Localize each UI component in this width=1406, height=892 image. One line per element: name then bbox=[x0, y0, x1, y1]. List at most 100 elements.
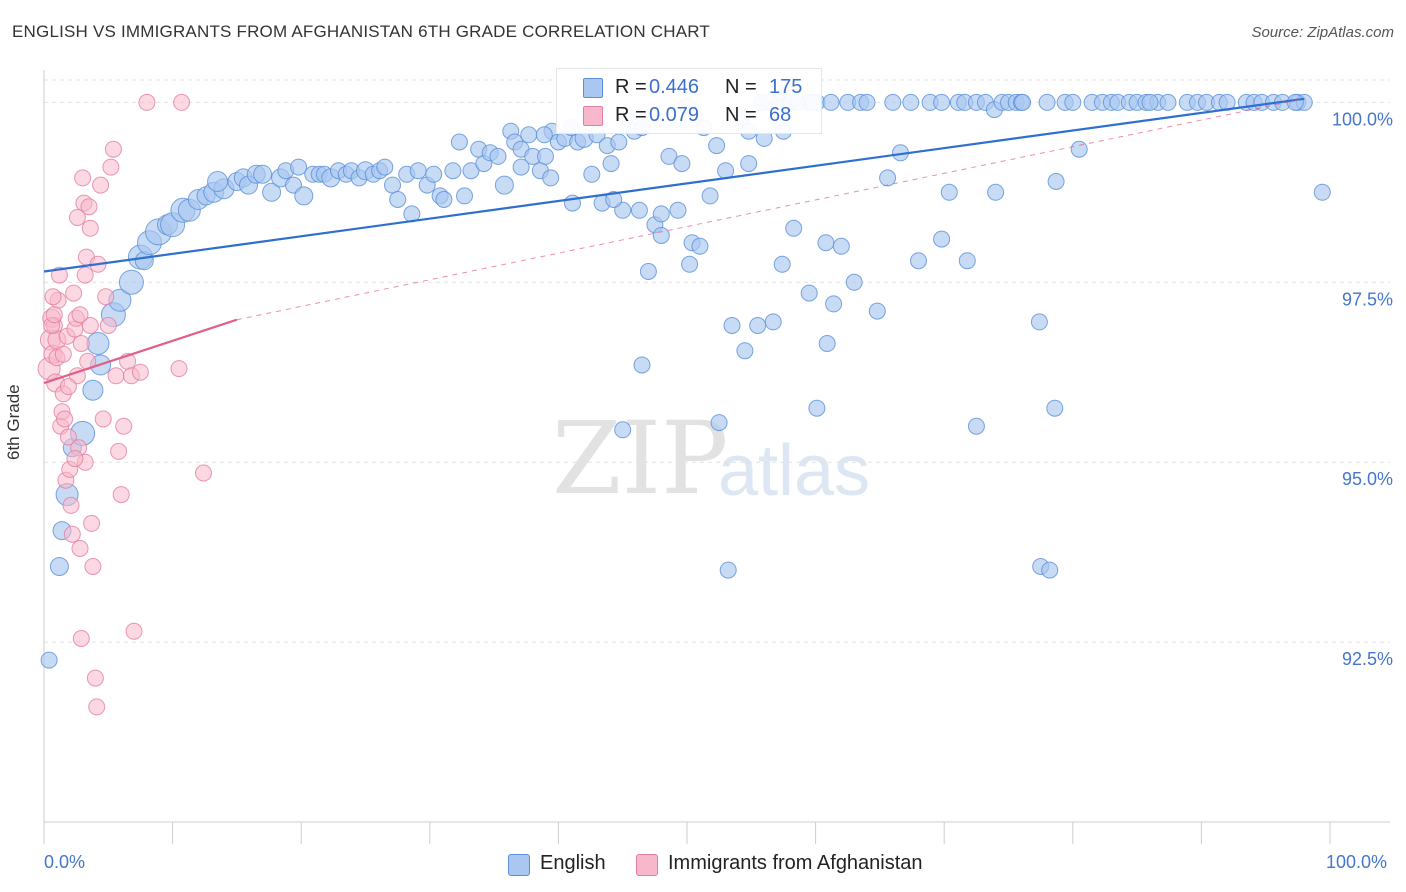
y-tick-label: 97.5% bbox=[1342, 289, 1393, 309]
afghan-point bbox=[83, 514, 101, 532]
english-point bbox=[82, 379, 104, 401]
english-point bbox=[1041, 561, 1059, 579]
afghan-point bbox=[50, 266, 68, 284]
legend-row-afghan: R = 0.079 N = 68 bbox=[557, 101, 821, 129]
afghan-point bbox=[74, 169, 92, 187]
english-point bbox=[583, 165, 601, 183]
x-axis-max-label: 100.0% bbox=[1326, 852, 1388, 872]
english-point bbox=[489, 147, 507, 165]
english-point bbox=[652, 205, 670, 223]
english-point bbox=[681, 255, 699, 273]
english-point bbox=[207, 171, 229, 192]
english-point bbox=[1014, 93, 1032, 111]
english-point bbox=[1047, 173, 1065, 190]
afghan-point bbox=[84, 558, 102, 575]
afghan-point bbox=[62, 496, 80, 514]
afghan-point bbox=[110, 442, 128, 460]
watermark-zip: ZIP bbox=[552, 400, 729, 517]
english-point bbox=[633, 356, 651, 374]
english-point bbox=[736, 342, 754, 360]
bottom-legend-english: English bbox=[540, 852, 606, 874]
afghan-point bbox=[138, 93, 156, 111]
legend-swatch-english bbox=[583, 78, 603, 98]
english-point bbox=[494, 175, 514, 195]
english-point bbox=[691, 237, 709, 255]
english-point bbox=[701, 187, 719, 205]
english-point bbox=[673, 155, 691, 173]
english-point bbox=[800, 284, 818, 302]
english-point bbox=[740, 155, 758, 173]
afghan-point bbox=[59, 378, 77, 396]
english-point bbox=[719, 561, 737, 579]
english-point bbox=[652, 227, 670, 244]
afghan-point bbox=[92, 176, 110, 194]
english-point bbox=[884, 93, 902, 111]
afghan-point bbox=[71, 306, 89, 324]
bottom-legend-afghan: Immigrants from Afghanistan bbox=[668, 852, 923, 874]
english-point bbox=[602, 155, 620, 173]
afghan-point bbox=[125, 622, 143, 640]
english-point bbox=[825, 295, 843, 313]
english-point bbox=[764, 313, 782, 331]
english-point bbox=[384, 176, 401, 194]
legend-r-label: R = bbox=[615, 76, 647, 98]
english-point bbox=[542, 169, 560, 187]
legend-n-value: 68 bbox=[769, 104, 792, 126]
english-point bbox=[294, 186, 314, 206]
y-tick-label: 95.0% bbox=[1342, 469, 1393, 489]
english-point bbox=[435, 191, 453, 208]
afghan-point bbox=[44, 288, 62, 306]
english-point bbox=[832, 237, 850, 255]
english-point bbox=[868, 302, 886, 320]
afghan-point bbox=[131, 363, 149, 381]
english-point bbox=[933, 230, 951, 248]
y-tick-label: 100.0% bbox=[1332, 109, 1393, 129]
afghan-point bbox=[54, 345, 72, 363]
english-point bbox=[537, 147, 554, 165]
english-point bbox=[1141, 93, 1159, 111]
afghan-point bbox=[45, 306, 63, 324]
legend-n-label: N = bbox=[725, 104, 757, 126]
afghan-point bbox=[65, 284, 83, 302]
english-point bbox=[520, 126, 538, 144]
english-point bbox=[817, 234, 835, 252]
english-point bbox=[940, 183, 958, 201]
english-point bbox=[614, 421, 632, 439]
afghan-point bbox=[86, 669, 104, 687]
english-point bbox=[535, 126, 553, 144]
english-point bbox=[1046, 399, 1064, 417]
english-point bbox=[1030, 313, 1048, 331]
english-point bbox=[290, 158, 308, 176]
chart-title: ENGLISH VS IMMIGRANTS FROM AFGHANISTAN 6… bbox=[12, 22, 710, 41]
english-point bbox=[376, 158, 394, 176]
english-point bbox=[1159, 93, 1177, 111]
afghan-point bbox=[112, 486, 130, 504]
afghan-point bbox=[72, 335, 90, 352]
english-point bbox=[456, 187, 473, 205]
afghan-point bbox=[104, 140, 122, 158]
y-tick-label: 92.5% bbox=[1342, 649, 1393, 669]
english-point bbox=[450, 133, 468, 151]
english-point bbox=[910, 252, 927, 270]
afghan-point bbox=[102, 158, 120, 176]
english-point bbox=[987, 183, 1005, 201]
afghan-point bbox=[68, 209, 86, 226]
afghan-point bbox=[97, 288, 115, 306]
english-point bbox=[86, 332, 110, 355]
legend-r-value: 0.446 bbox=[649, 76, 700, 98]
afghan-point bbox=[56, 410, 74, 428]
afghan-point bbox=[173, 93, 191, 111]
english-point bbox=[610, 133, 628, 151]
legend-n-label: N = bbox=[725, 76, 757, 98]
x-axis-min-label: 0.0% bbox=[44, 852, 86, 872]
afghan-trend-line bbox=[43, 318, 238, 385]
bottom-legend-swatch-english bbox=[508, 854, 530, 876]
english-point bbox=[1064, 93, 1082, 111]
english-point bbox=[773, 255, 791, 273]
english-point bbox=[118, 269, 144, 295]
afghan-trend-line-projected bbox=[236, 98, 1305, 321]
afghan-point bbox=[71, 540, 89, 557]
afghan-point bbox=[99, 317, 117, 334]
english-point bbox=[1038, 93, 1056, 111]
